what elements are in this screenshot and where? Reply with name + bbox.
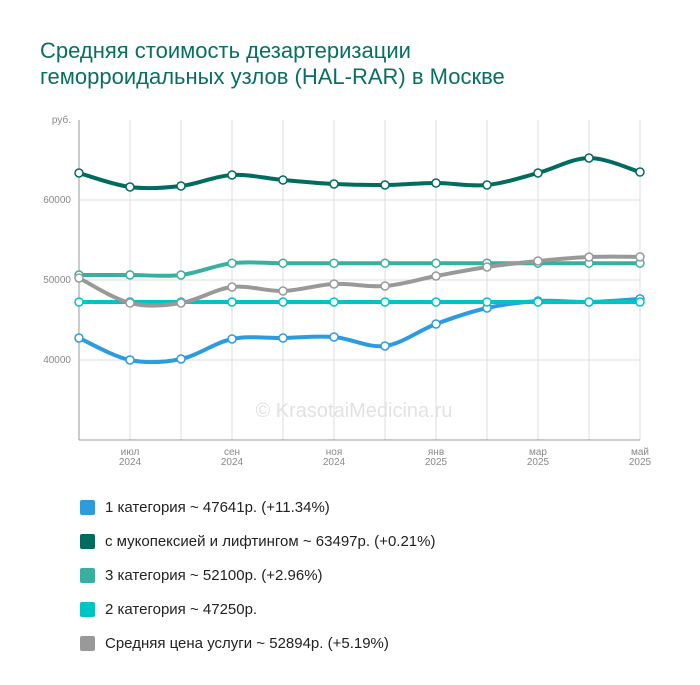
data-point <box>533 168 543 178</box>
series-line <box>78 296 641 365</box>
data-point <box>227 334 237 344</box>
data-point <box>431 258 441 268</box>
data-point <box>278 286 288 296</box>
legend-item[interactable]: 3 категория ~ 52100р. (+2.96%) <box>80 558 435 592</box>
data-point <box>482 297 492 307</box>
data-point <box>482 180 492 190</box>
data-point <box>227 297 237 307</box>
data-point <box>584 297 594 307</box>
legend-swatch <box>80 499 95 515</box>
data-point <box>125 270 135 280</box>
legend-swatch <box>80 567 95 583</box>
data-point <box>533 297 543 307</box>
y-tick-label: 50000 <box>43 275 71 286</box>
x-tick-label: мар 2025 <box>527 447 550 468</box>
data-point <box>380 258 390 268</box>
legend-item[interactable]: с мукопексией и лифтингом ~ 63497р. (+0.… <box>80 524 435 558</box>
data-point <box>74 297 84 307</box>
x-tick-label: ноя 2024 <box>323 447 346 468</box>
watermark: © KrasotaiMedicina.ru <box>255 400 452 422</box>
data-point <box>635 297 645 307</box>
x-tick-label: сен 2024 <box>221 447 244 468</box>
data-point <box>125 298 135 308</box>
data-point <box>329 332 339 342</box>
data-point <box>176 270 186 280</box>
data-point <box>431 319 441 329</box>
data-point <box>380 180 390 190</box>
legend-label: 1 категория ~ 47641р. (+11.34%) <box>105 498 330 516</box>
legend-label: с мукопексией и лифтингом ~ 63497р. (+0.… <box>105 532 436 550</box>
data-point <box>635 252 645 262</box>
data-point <box>74 273 84 283</box>
legend-label: 2 категория ~ 47250р. <box>105 600 258 618</box>
data-point <box>176 181 186 191</box>
data-point <box>635 167 645 177</box>
legend-item[interactable]: Средняя цена услуги ~ 52894р. (+5.19%) <box>80 626 435 660</box>
chart-title: Средняя стоимость дезартеризации геморро… <box>40 38 505 89</box>
data-point <box>431 297 441 307</box>
data-point <box>227 282 237 292</box>
data-point <box>74 168 84 178</box>
series-line <box>78 155 641 191</box>
legend-item[interactable]: 1 категория ~ 47641р. (+11.34%) <box>80 490 435 524</box>
data-point <box>278 333 288 343</box>
data-point <box>584 252 594 262</box>
data-point <box>380 281 390 291</box>
data-point <box>74 333 84 343</box>
data-point <box>227 170 237 180</box>
y-tick-label: 60000 <box>43 195 71 206</box>
data-point <box>227 258 237 268</box>
data-point <box>278 297 288 307</box>
data-point <box>176 354 186 364</box>
legend-swatch <box>80 601 95 617</box>
data-point <box>329 179 339 189</box>
legend-label: Средняя цена услуги ~ 52894р. (+5.19%) <box>105 634 389 652</box>
data-point <box>584 153 594 163</box>
data-point <box>278 258 288 268</box>
data-point <box>431 271 441 281</box>
legend-swatch <box>80 533 95 549</box>
y-tick-label: 40000 <box>43 355 71 366</box>
data-point <box>380 297 390 307</box>
legend-item[interactable]: 2 категория ~ 47250р. <box>80 592 435 626</box>
data-point <box>125 182 135 192</box>
data-point <box>329 279 339 289</box>
data-point <box>482 262 492 272</box>
legend-label: 3 категория ~ 52100р. (+2.96%) <box>105 566 323 584</box>
x-tick-label: июл 2024 <box>119 447 142 468</box>
legend-swatch <box>80 635 95 651</box>
data-point <box>125 355 135 365</box>
data-point <box>431 178 441 188</box>
legend: 1 категория ~ 47641р. (+11.34%) с мукопек… <box>80 490 435 660</box>
y-axis-label: руб. <box>52 114 71 126</box>
data-point <box>329 258 339 268</box>
data-point <box>329 297 339 307</box>
data-point <box>278 175 288 185</box>
series-line <box>78 260 640 278</box>
data-point <box>533 256 543 266</box>
data-point <box>380 341 390 351</box>
data-point <box>176 298 186 308</box>
x-tick-label: янв 2025 <box>425 447 448 468</box>
x-tick-label: май 2025 <box>629 447 652 468</box>
